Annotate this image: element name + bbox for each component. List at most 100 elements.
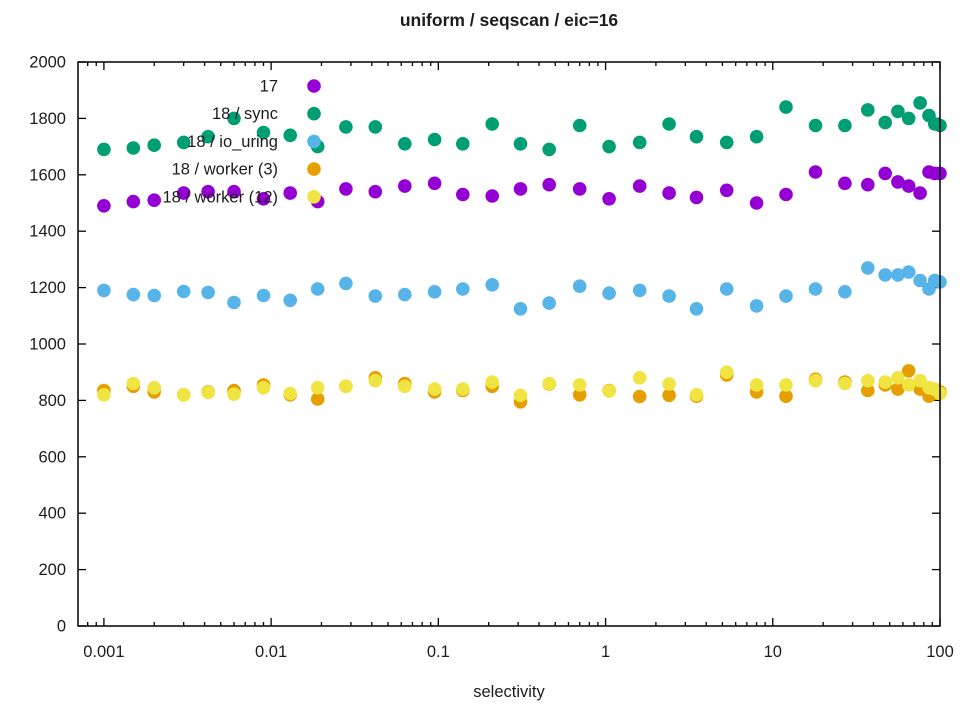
data-point (147, 193, 161, 207)
data-point (176, 284, 191, 299)
data-point (861, 383, 875, 398)
legend-entry: 18 / sync (212, 105, 321, 123)
data-point (368, 373, 383, 388)
data-point (632, 179, 647, 193)
data-point (689, 302, 704, 316)
data-point (456, 382, 470, 396)
y-tick-label: 1400 (29, 223, 66, 241)
data-point (838, 376, 852, 391)
data-point (485, 375, 500, 389)
data-point (891, 104, 905, 119)
data-point (662, 186, 676, 200)
data-point (368, 120, 383, 134)
data-point (542, 296, 556, 310)
data-point (749, 378, 764, 392)
data-point (97, 199, 111, 213)
data-point (808, 282, 823, 296)
x-tick-label: 0.01 (255, 643, 287, 661)
data-point (427, 382, 442, 396)
data-point (227, 184, 241, 199)
data-point (878, 268, 892, 282)
data-point (878, 115, 892, 130)
data-point (339, 182, 353, 196)
legend-marker (307, 106, 321, 121)
legend-entry: 18 / worker (12) (162, 188, 321, 206)
data-point (572, 182, 587, 196)
data-point (689, 388, 704, 402)
legend-marker (307, 190, 321, 204)
y-tick-label: 800 (38, 392, 66, 410)
plot-area-border (77, 61, 941, 627)
data-point (201, 385, 215, 400)
series-18-sync (97, 96, 947, 157)
data-point (310, 282, 325, 296)
data-point (126, 287, 141, 302)
data-point (227, 111, 241, 126)
y-tick-label: 1200 (29, 279, 66, 297)
data-point (808, 165, 823, 179)
data-point (901, 179, 916, 193)
data-point (891, 382, 905, 396)
data-point (339, 276, 353, 291)
data-point (602, 192, 616, 206)
data-point (602, 139, 616, 154)
y-axis-ticks: 0 200 400 600 800 1000 1200 1400 1600 1800 2000 (29, 54, 940, 636)
data-point (283, 386, 298, 401)
data-point (838, 118, 852, 133)
series-18-io-uring (97, 261, 947, 316)
legend-entry: 17 (260, 78, 321, 96)
data-point (779, 389, 793, 404)
data-point (456, 137, 470, 151)
data-point (398, 379, 412, 394)
data-point (513, 182, 528, 196)
data-point (485, 278, 500, 292)
data-point (542, 177, 556, 192)
data-point (808, 118, 823, 133)
data-point (513, 137, 528, 151)
data-point (749, 196, 764, 210)
data-point (779, 289, 793, 303)
legend-label: 18 / sync (212, 105, 278, 123)
data-point (427, 132, 442, 147)
data-point (572, 279, 587, 294)
y-tick-label: 0 (57, 618, 66, 636)
data-point (662, 377, 676, 391)
x-axis-ticks: 0.001 0.01 0.1 1 10 100 (83, 62, 954, 661)
y-tick-label: 1800 (29, 110, 66, 128)
data-point (427, 176, 442, 191)
data-point (632, 283, 647, 298)
data-point (256, 125, 271, 140)
data-point (861, 103, 875, 117)
data-point (176, 135, 191, 150)
data-point (861, 373, 875, 388)
data-point (427, 285, 442, 299)
data-point (808, 373, 823, 388)
data-point (719, 282, 734, 296)
data-point (310, 392, 325, 406)
x-tick-label: 10 (764, 643, 782, 661)
data-point (310, 380, 325, 395)
data-point (339, 120, 353, 134)
legend-entry: 18 / worker (3) (172, 161, 321, 179)
data-point (662, 388, 676, 403)
y-tick-label: 200 (38, 561, 66, 579)
y-tick-label: 2000 (29, 54, 66, 72)
x-axis-label: selectivity (473, 683, 545, 701)
data-point (913, 273, 927, 288)
data-point (838, 176, 852, 191)
data-point (749, 129, 764, 144)
data-point (256, 288, 271, 303)
data-point (126, 194, 141, 209)
x-tick-label: 1 (601, 643, 610, 661)
data-point (398, 137, 412, 151)
data-point (147, 138, 161, 152)
legend-marker (307, 162, 321, 176)
data-points (97, 96, 947, 409)
y-tick-label: 600 (38, 448, 66, 466)
data-point (913, 96, 927, 110)
data-point (368, 184, 383, 199)
data-point (339, 379, 353, 394)
data-point (456, 282, 470, 296)
data-point (861, 177, 875, 192)
